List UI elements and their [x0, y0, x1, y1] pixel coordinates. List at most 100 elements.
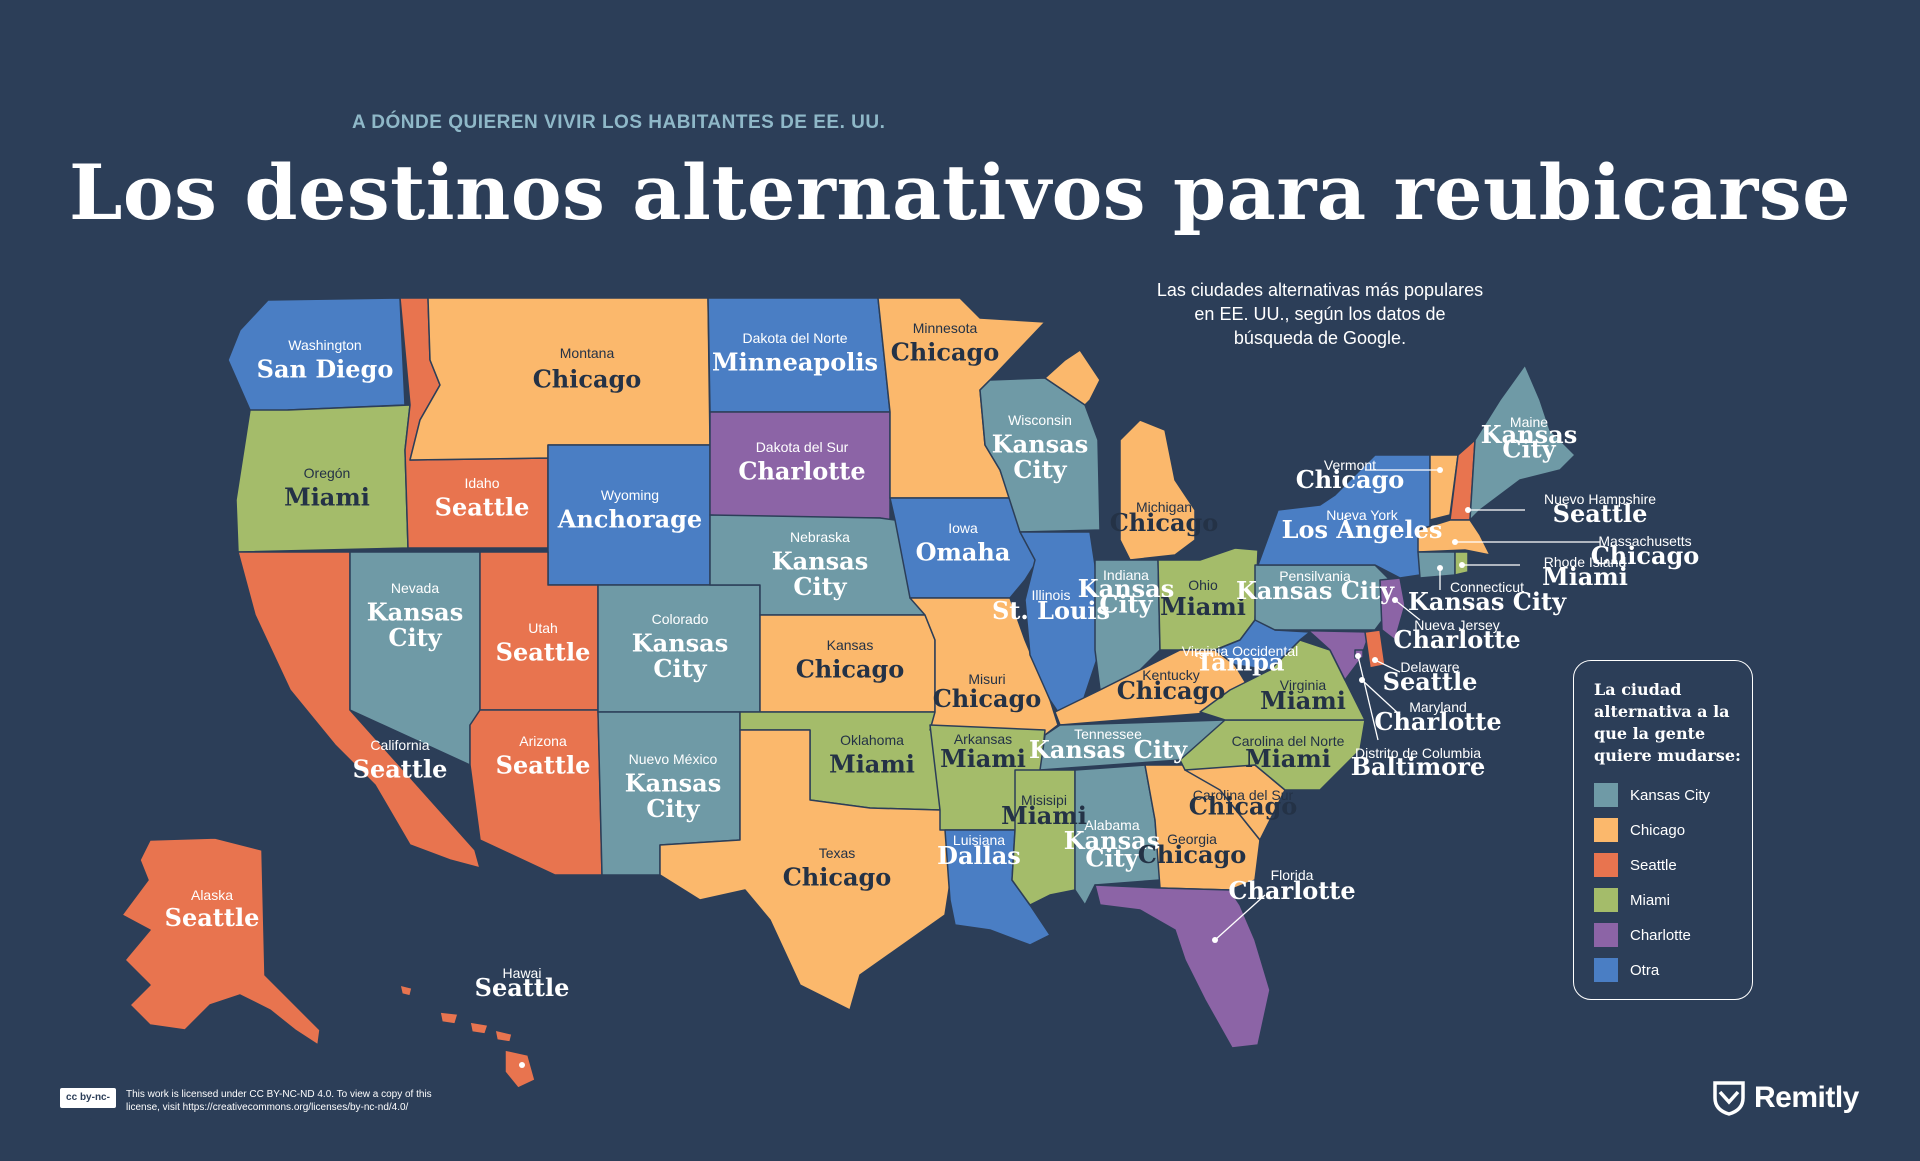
state-alaska[interactable]	[121, 837, 321, 1046]
city-label: Miami	[1260, 686, 1346, 715]
state-name-label: Hawai	[503, 965, 542, 981]
state-maine[interactable]	[1469, 364, 1576, 521]
city-label: Miami	[1160, 592, 1246, 621]
city-label: City	[646, 794, 700, 823]
state-name-label: Vermont	[1324, 457, 1376, 473]
city-label: Kansas	[1481, 420, 1577, 449]
legend-item-charlotte: Charlotte	[1594, 923, 1691, 947]
city-label: Kansas City	[1236, 576, 1395, 605]
state-florida[interactable]	[1094, 884, 1271, 1049]
city-label: Kansas	[632, 628, 728, 657]
subtitle-line: búsqueda de Google.	[1233, 328, 1407, 348]
city-label: Miami	[940, 744, 1026, 773]
city-label: Miami	[829, 749, 915, 778]
hawaii-island	[399, 984, 413, 997]
state-name-label: Delaware	[1400, 659, 1459, 675]
state-name-label: Montana	[560, 345, 615, 361]
city-label: Kansas	[772, 546, 868, 575]
city-label: City	[793, 572, 847, 601]
state-name-label: Oregón	[304, 465, 351, 481]
legend-swatch	[1594, 958, 1618, 982]
city-label: Seattle	[1383, 667, 1478, 696]
state-name-label: Virginia Occidental	[1182, 643, 1298, 659]
state-name-label: Misuri	[968, 671, 1005, 687]
leader-dot	[519, 1062, 525, 1068]
leader-dot	[1372, 657, 1378, 663]
legend-label: Miami	[1630, 891, 1670, 909]
state-name-label: Rhode Island	[1544, 554, 1627, 570]
state-texas[interactable]	[659, 729, 956, 1011]
legend-label: Chicago	[1630, 821, 1686, 839]
city-label: Miami	[1001, 801, 1087, 830]
state-name-label: Nevada	[391, 580, 439, 596]
state-name-label: Luisiana	[953, 832, 1005, 848]
subtitle-line: en EE. UU., según los datos de	[1194, 304, 1446, 324]
state-name-label: Dakota del Norte	[742, 330, 847, 346]
city-label: Seattle	[496, 750, 591, 779]
city-label: Chicago	[933, 684, 1042, 713]
leader-dot	[1459, 562, 1465, 568]
legend-swatch	[1594, 923, 1618, 947]
state-name-label: Texas	[819, 845, 856, 861]
state-name-label: Utah	[528, 620, 558, 636]
brand-logo[interactable]: Remitly	[1712, 1080, 1859, 1116]
city-label: Chicago	[1110, 508, 1219, 537]
hawaii-island	[494, 1029, 513, 1043]
city-label: Seattle	[353, 754, 448, 783]
leader-line	[1357, 655, 1379, 741]
state-connecticut[interactable]	[1417, 551, 1456, 579]
legend-label: Seattle	[1630, 856, 1677, 874]
city-label: Kansas	[367, 597, 463, 626]
state-name-label: Nuevo Hampshire	[1544, 491, 1656, 507]
state-name-label: Dakota del Sur	[756, 439, 849, 455]
state-michigan-upper[interactable]	[1044, 349, 1101, 406]
leader-dot	[1359, 677, 1365, 683]
city-label: City	[1502, 434, 1556, 463]
city-label: Kansas	[992, 429, 1088, 458]
state-michigan[interactable]	[1119, 419, 1196, 561]
state-name-label: California	[370, 737, 429, 753]
city-label: City	[388, 623, 442, 652]
state-name-label: Nueva York	[1326, 507, 1399, 523]
leader-line	[1214, 894, 1266, 941]
city-label: Miami	[284, 482, 370, 511]
state-name-label: Oklahoma	[840, 732, 904, 748]
map-title: Los destinos alternativos para reubicars…	[68, 148, 1851, 237]
map-kicker: A DÓNDE QUIEREN VIVIR LOS HABITANTES DE …	[352, 112, 886, 133]
cc-license-icon[interactable]: cc by-nc-nd	[60, 1088, 116, 1123]
city-label: Chicago	[533, 364, 642, 393]
state-new-jersey[interactable]	[1379, 577, 1406, 641]
leader-dot	[1355, 653, 1361, 659]
city-label: Chicago	[783, 862, 892, 891]
city-label: Kansas	[625, 768, 721, 797]
city-label: Omaha	[916, 537, 1011, 566]
hawaii-island	[469, 1021, 489, 1035]
state-name-label: Alabama	[1084, 817, 1139, 833]
state-kentucky[interactable]	[1054, 649, 1251, 726]
license-text: This work is licensed under CC BY-NC-ND …	[126, 1089, 432, 1113]
city-label: Chicago	[891, 337, 1000, 366]
city-label: Chicago	[1138, 840, 1247, 869]
state-name-label: Indiana	[1103, 567, 1149, 583]
legend-item-chicago: Chicago	[1594, 818, 1685, 842]
state-name-label: Minnesota	[913, 320, 978, 336]
state-hawaii[interactable]	[399, 984, 536, 1089]
state-name-label: Maryland	[1409, 699, 1467, 715]
city-label: City	[1013, 455, 1067, 484]
legend-swatch	[1594, 888, 1618, 912]
legend-item-kansas-city: Kansas City	[1594, 783, 1710, 807]
legend-item-miami: Miami	[1594, 888, 1670, 912]
subtitle-line: Las ciudades alternativas más populares	[1156, 280, 1484, 300]
state-name-label: Virginia	[1280, 677, 1327, 693]
city-label: San Diego	[257, 354, 394, 383]
city-label: Minneapolis	[712, 347, 878, 376]
city-label: Kansas City	[1029, 735, 1188, 764]
state-name-label: Connecticut	[1450, 579, 1524, 595]
legend-label: Otra	[1630, 961, 1660, 979]
city-label: Anchorage	[557, 504, 702, 533]
leader-line	[1394, 599, 1421, 621]
city-label: Tampa	[1196, 648, 1285, 677]
state-name-label: Nebraska	[790, 529, 850, 545]
leader-dot	[1392, 597, 1398, 603]
